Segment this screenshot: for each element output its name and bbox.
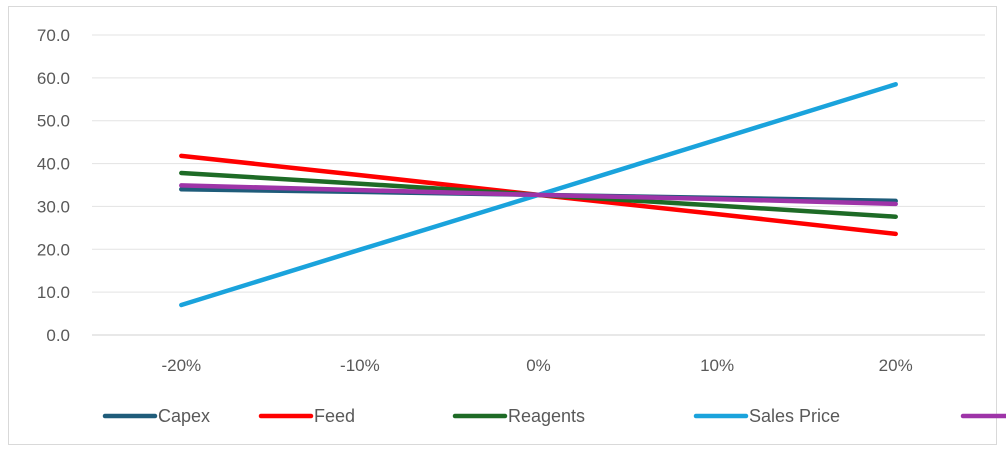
legend-item: Feed [261, 406, 355, 426]
y-tick-label: 40.0 [37, 155, 70, 174]
legend-item: Labour [963, 406, 1006, 426]
y-tick-label: 60.0 [37, 69, 70, 88]
x-tick-label: 10% [700, 356, 734, 375]
legend-label: Capex [158, 406, 210, 426]
y-tick-label: 10.0 [37, 283, 70, 302]
y-tick-label: 50.0 [37, 112, 70, 131]
x-axis-ticks: -20% -10% 0% 10% 20% [161, 356, 912, 375]
legend-item: Reagents [455, 406, 585, 426]
legend-item: Sales Price [696, 406, 840, 426]
y-tick-label: 0.0 [46, 326, 70, 345]
y-tick-label: 20.0 [37, 240, 70, 259]
legend-label: Feed [314, 406, 355, 426]
legend-label: Reagents [508, 406, 585, 426]
y-axis-ticks: 0.0 10.0 20.0 30.0 40.0 50.0 60.0 70.0 [37, 26, 70, 345]
x-tick-label: -20% [161, 356, 201, 375]
series-line-labour [181, 185, 895, 204]
x-tick-label: 20% [879, 356, 913, 375]
legend-label: Sales Price [749, 406, 840, 426]
legend-item: Capex [105, 406, 210, 426]
y-tick-label: 30.0 [37, 197, 70, 216]
x-tick-label: -10% [340, 356, 380, 375]
series-lines [181, 84, 895, 305]
y-tick-label: 70.0 [37, 26, 70, 45]
x-tick-label: 0% [526, 356, 551, 375]
legend: Capex Feed Reagents Sales Price Labour [105, 406, 1006, 426]
